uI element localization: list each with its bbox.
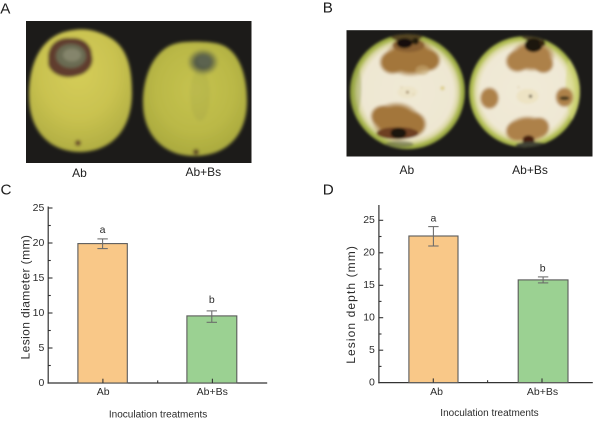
svg-text:Lesion depth (mm): Lesion depth (mm): [344, 245, 358, 364]
svg-text:Ab: Ab: [72, 166, 87, 180]
svg-text:10: 10: [33, 307, 45, 319]
svg-text:Ab+Bs: Ab+Bs: [527, 386, 558, 398]
svg-text:B: B: [323, 0, 333, 17]
svg-text:A: A: [0, 0, 11, 17]
svg-text:Ab+Bs: Ab+Bs: [185, 165, 221, 179]
svg-text:15: 15: [33, 272, 45, 284]
svg-text:Inoculation treatments: Inoculation treatments: [109, 409, 207, 420]
svg-text:Ab: Ab: [399, 163, 414, 177]
svg-text:Ab: Ab: [430, 386, 443, 398]
svg-text:25: 25: [33, 202, 45, 214]
svg-text:C: C: [1, 182, 12, 199]
svg-text:a: a: [430, 212, 436, 224]
svg-text:D: D: [323, 182, 334, 199]
svg-text:Inoculation treatments: Inoculation treatments: [440, 408, 538, 419]
svg-text:20: 20: [363, 247, 375, 259]
svg-text:5: 5: [38, 342, 44, 354]
svg-text:Ab+Bs: Ab+Bs: [197, 386, 228, 398]
svg-text:a: a: [100, 224, 106, 236]
svg-text:Ab: Ab: [97, 386, 110, 398]
svg-text:5: 5: [369, 344, 375, 356]
svg-text:0: 0: [38, 377, 44, 389]
svg-text:0: 0: [369, 376, 375, 388]
svg-text:10: 10: [363, 312, 375, 324]
svg-text:Lesion diameter (mm): Lesion diameter (mm): [19, 235, 33, 360]
svg-text:15: 15: [363, 279, 375, 291]
svg-text:Ab+Bs: Ab+Bs: [512, 163, 548, 177]
svg-text:20: 20: [33, 237, 45, 249]
svg-text:25: 25: [363, 214, 375, 226]
svg-text:b: b: [540, 263, 546, 275]
svg-text:b: b: [209, 294, 215, 306]
